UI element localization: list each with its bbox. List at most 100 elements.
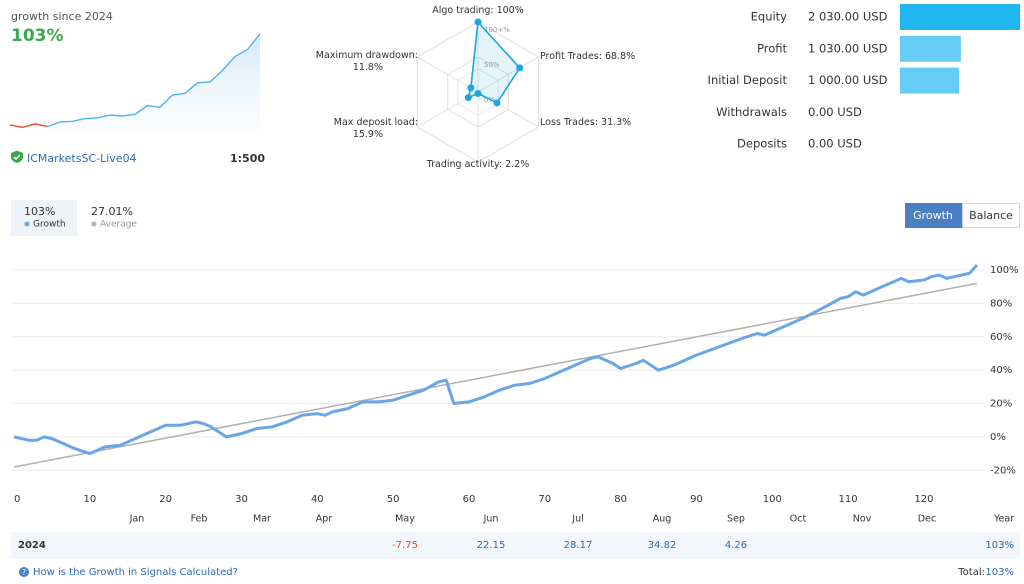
x-tick-label: 20 bbox=[159, 494, 172, 505]
radar-label: Trading activity: 2.2% bbox=[426, 159, 530, 170]
legend-dot bbox=[24, 221, 30, 227]
growth-button-label[interactable]: Growth bbox=[913, 209, 953, 222]
stat-value: 2 030.00 USD bbox=[808, 10, 888, 24]
stat-value: 0.00 USD bbox=[808, 105, 862, 119]
stat-value: 1 030.00 USD bbox=[808, 41, 888, 55]
legend-value: 103% bbox=[24, 205, 55, 218]
radar-point bbox=[516, 64, 524, 72]
table-column: Dec bbox=[918, 514, 936, 525]
table-column: Aug bbox=[653, 514, 672, 525]
radar-label-name: Trading activity: bbox=[426, 159, 502, 170]
stat-label: Profit bbox=[757, 41, 787, 55]
radar-label: Algo trading: 100% bbox=[432, 5, 524, 16]
radar-point bbox=[474, 90, 482, 98]
radar-spoke bbox=[477, 56, 539, 93]
total-value: 103% bbox=[985, 567, 1014, 578]
radar-label-name: Algo trading: bbox=[432, 5, 493, 16]
radar-point bbox=[474, 18, 482, 26]
y-tick-label: -20% bbox=[990, 465, 1016, 476]
balance-button-label[interactable]: Balance bbox=[969, 209, 1013, 222]
y-tick-label: 100% bbox=[990, 265, 1019, 276]
x-tick-label: 80 bbox=[614, 494, 627, 505]
y-tick-label: 80% bbox=[990, 298, 1012, 309]
radar-label-name: Maximum drawdown: bbox=[316, 50, 418, 61]
table-column: Nov bbox=[853, 514, 872, 525]
radar-label-name: Loss Trades: bbox=[540, 117, 598, 128]
radar-label-value: 11.8% bbox=[353, 62, 383, 73]
radar-tick-label: 50% bbox=[484, 61, 500, 69]
radar-point bbox=[493, 99, 501, 107]
table-cell: 103% bbox=[985, 540, 1014, 551]
x-tick-label: 60 bbox=[463, 494, 476, 505]
table-column: Feb bbox=[191, 514, 208, 525]
radar-point bbox=[464, 94, 472, 102]
table-cell: 22.15 bbox=[477, 540, 506, 551]
radar-label: Max deposit load: 15.9% bbox=[334, 117, 418, 140]
spark-line bbox=[9, 123, 48, 129]
x-tick-label: 40 bbox=[311, 494, 324, 505]
y-tick-label: 60% bbox=[990, 332, 1012, 343]
stat-bar bbox=[900, 67, 960, 94]
legend-name: Average bbox=[100, 220, 137, 230]
table-row-label: 2024 bbox=[18, 540, 46, 551]
table-column: Jun bbox=[483, 514, 499, 525]
radar-label-value: 31.3% bbox=[601, 117, 631, 128]
radar-label-value: 2.2% bbox=[505, 159, 529, 170]
account-name[interactable]: ICMarketsSC-Live04 bbox=[27, 152, 137, 165]
leverage: 1:500 bbox=[230, 152, 265, 165]
y-tick-label: 40% bbox=[990, 365, 1012, 376]
stat-value: 0.00 USD bbox=[808, 137, 862, 151]
radar-label-value: 68.8% bbox=[605, 51, 635, 62]
table-column: Mar bbox=[253, 514, 271, 525]
radar-label: Profit Trades: 68.8% bbox=[540, 51, 635, 62]
table-column: Sep bbox=[727, 514, 745, 525]
stat-label: Equity bbox=[751, 10, 788, 24]
table-column: Oct bbox=[790, 514, 807, 525]
x-tick-label: 70 bbox=[538, 494, 551, 505]
help-link[interactable]: How is the Growth in Signals Calculated? bbox=[33, 567, 238, 578]
x-tick-label: 10 bbox=[83, 494, 96, 505]
y-tick-label: 0% bbox=[990, 432, 1006, 443]
stat-bar bbox=[900, 4, 1020, 30]
radar-label-value: 15.9% bbox=[353, 129, 383, 140]
table-column: Year bbox=[993, 514, 1014, 525]
spark-subtitle: 103% bbox=[11, 26, 64, 46]
radar-point bbox=[467, 84, 475, 92]
x-tick-label: 30 bbox=[235, 494, 248, 505]
x-tick-label: 0 bbox=[14, 494, 20, 505]
verified-icon bbox=[11, 150, 23, 163]
stat-bar bbox=[900, 35, 961, 62]
radar-label: Maximum drawdown: 11.8% bbox=[316, 50, 418, 73]
x-tick-label: 100 bbox=[763, 494, 782, 505]
series-line bbox=[13, 263, 979, 456]
x-tick-label: 120 bbox=[914, 494, 933, 505]
radar-label-name: Max deposit load: bbox=[334, 117, 418, 128]
radar-label-name: Profit Trades: bbox=[540, 51, 602, 62]
radar-tick-label: 100+% bbox=[484, 26, 510, 34]
table-cell: -7.75 bbox=[392, 540, 418, 551]
legend-name: Growth bbox=[33, 220, 66, 230]
table-cell: 4.26 bbox=[725, 540, 747, 551]
help-icon-glyph: ? bbox=[22, 568, 26, 577]
table-cell: 34.82 bbox=[648, 540, 677, 551]
total-label: Total: bbox=[957, 567, 985, 578]
stat-value: 1 000.00 USD bbox=[808, 73, 888, 87]
stat-label: Deposits bbox=[737, 137, 787, 151]
summary-box bbox=[11, 200, 77, 236]
spark-line bbox=[47, 33, 261, 128]
table-column: May bbox=[395, 514, 415, 525]
radar-label: Loss Trades: 31.3% bbox=[540, 117, 631, 128]
stat-label: Initial Deposit bbox=[708, 73, 788, 87]
table-row-band bbox=[11, 532, 1020, 559]
table-column: Jan bbox=[129, 514, 145, 525]
y-tick-label: 20% bbox=[990, 399, 1012, 410]
verified-check bbox=[13, 154, 21, 161]
balance-button[interactable] bbox=[962, 203, 1020, 228]
series-line bbox=[13, 282, 978, 468]
stat-label: Withdrawals bbox=[716, 105, 787, 119]
table-column: Jul bbox=[571, 514, 583, 525]
x-tick-label: 50 bbox=[387, 494, 400, 505]
legend-value: 27.01% bbox=[91, 205, 133, 218]
growth-button[interactable] bbox=[905, 203, 962, 228]
